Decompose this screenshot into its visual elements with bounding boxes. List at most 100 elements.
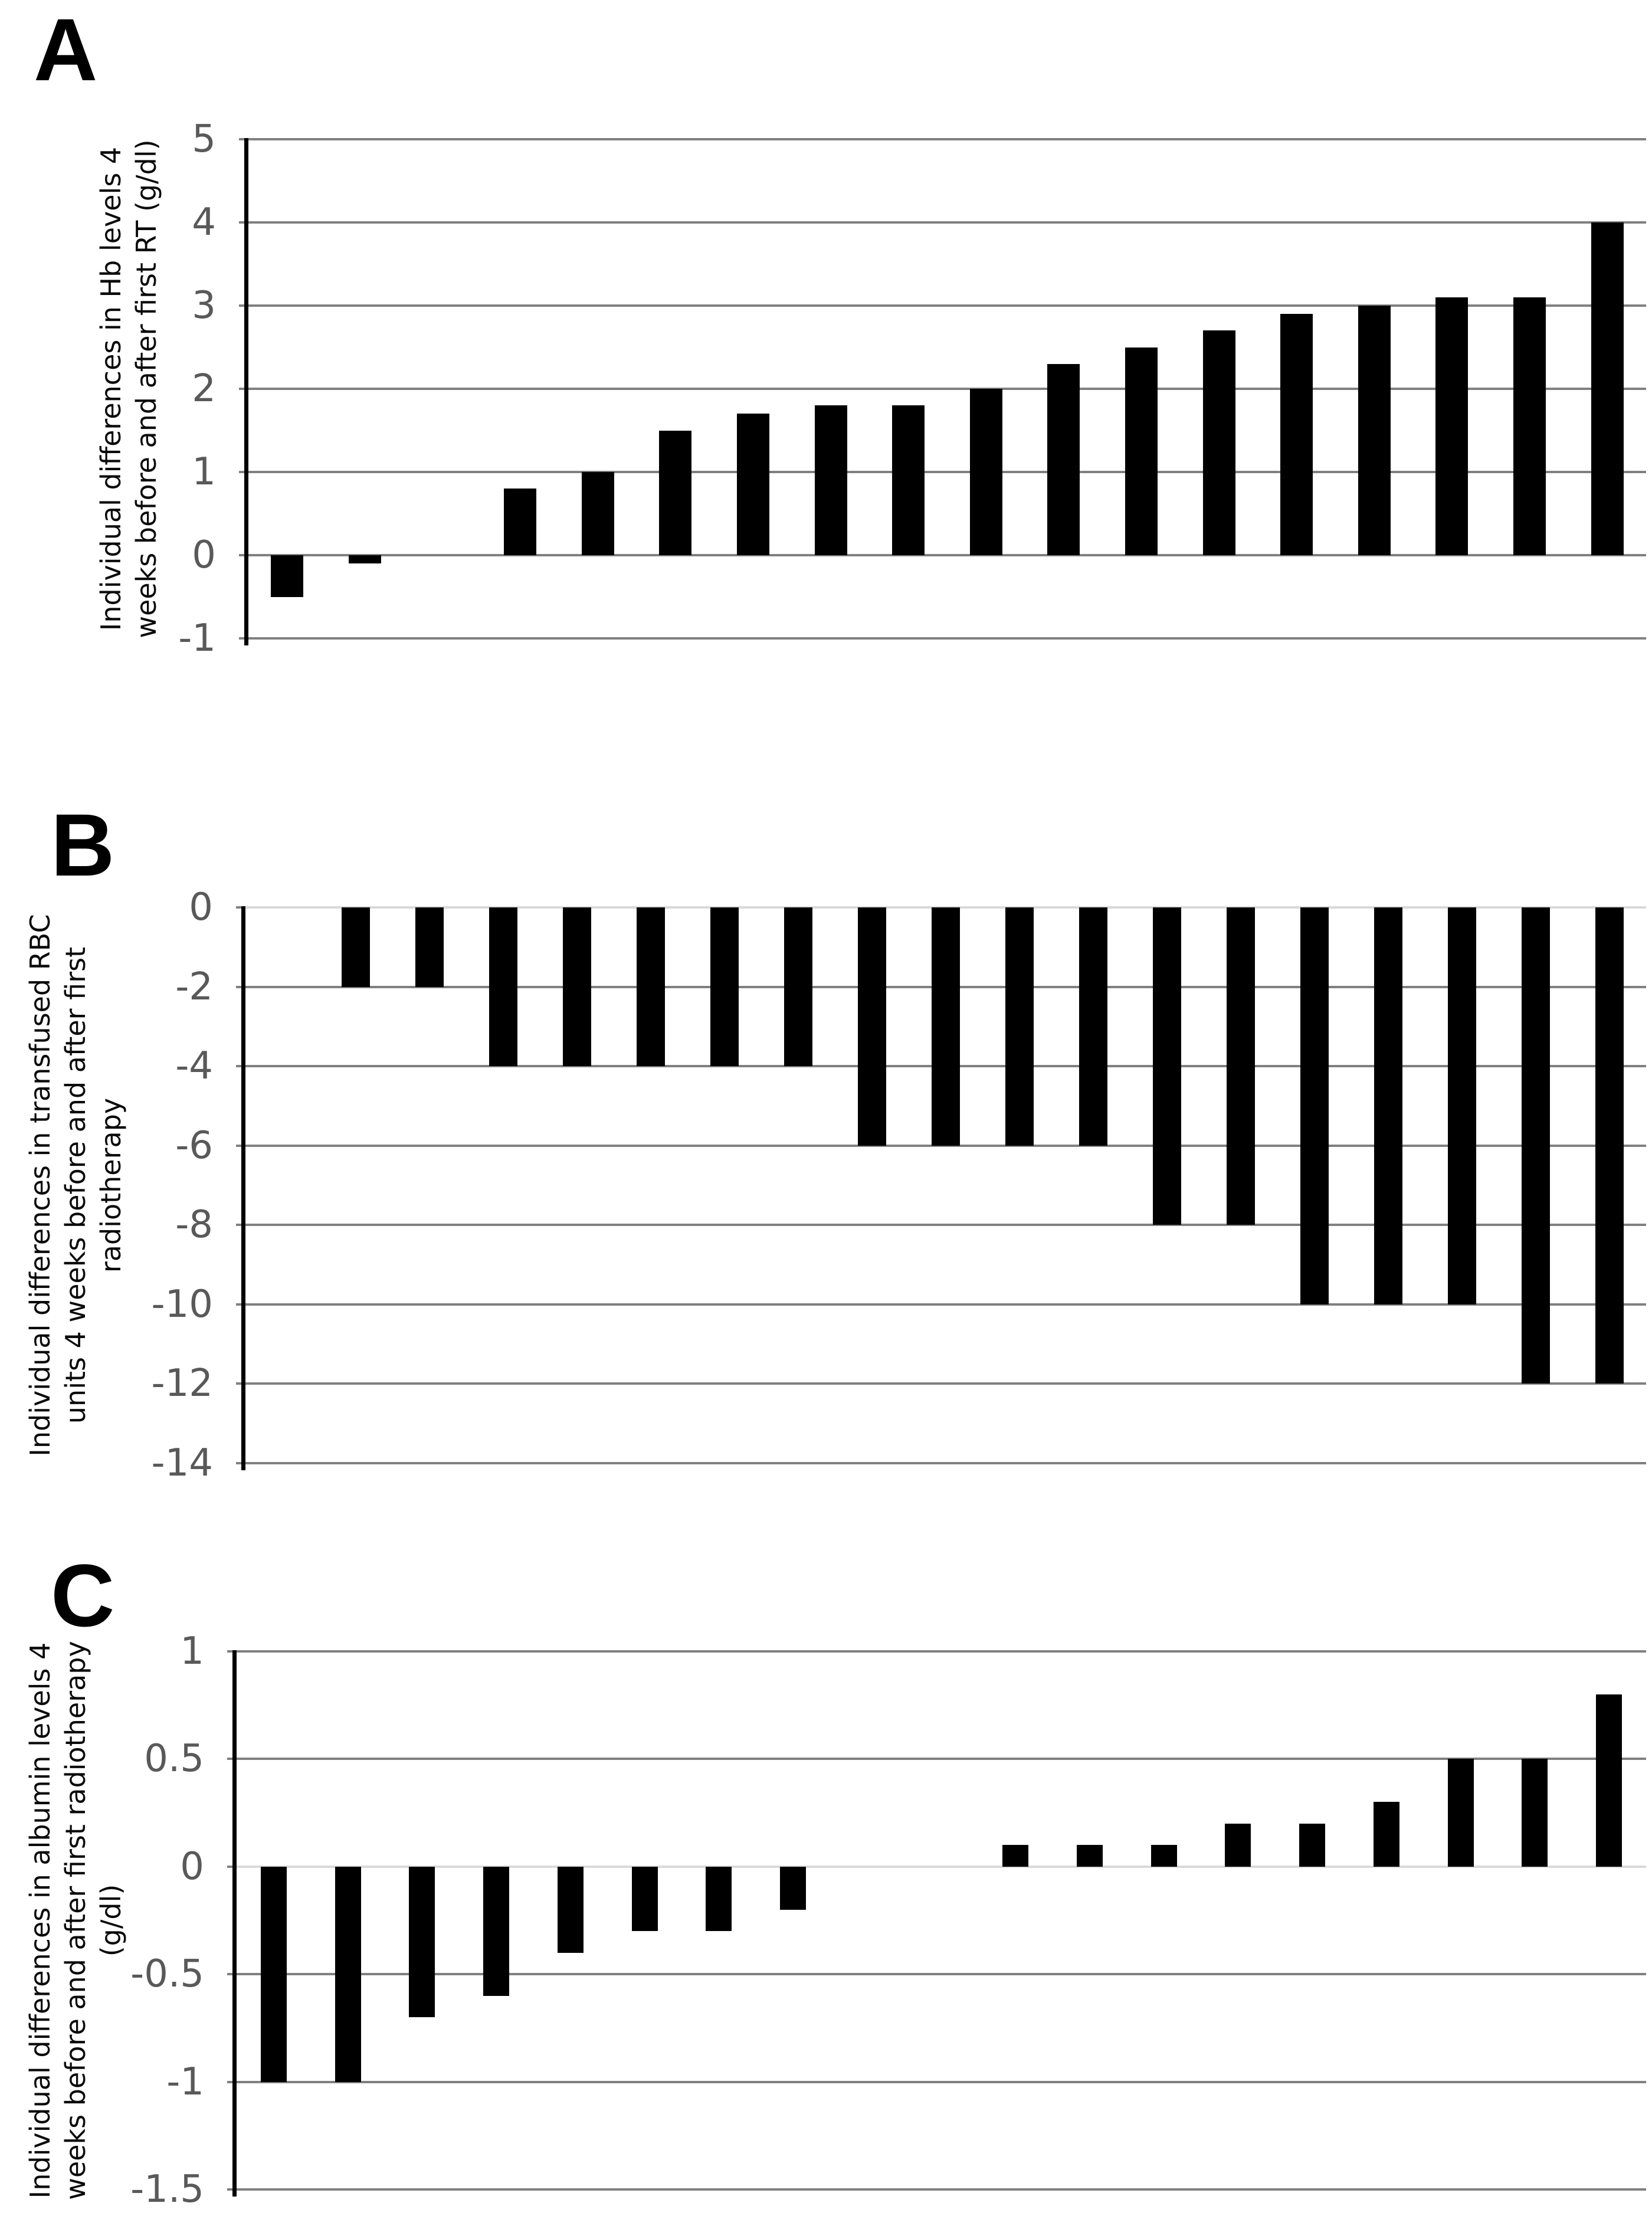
bar xyxy=(969,389,1002,555)
gridline-y-1 xyxy=(248,637,1646,640)
y-tick-label: 2 xyxy=(192,367,216,411)
bar xyxy=(563,907,592,1067)
y-tickmark xyxy=(236,1144,245,1147)
gridline-y-10 xyxy=(245,1303,1646,1306)
y-tick-label: 1 xyxy=(192,450,216,494)
y-tickmark xyxy=(227,1650,237,1653)
bar xyxy=(1373,1802,1399,1867)
gridline-y1 xyxy=(237,1650,1646,1653)
y-tick-label: -1 xyxy=(178,617,216,660)
bar xyxy=(1005,907,1034,1146)
y-tick-label: -0.5 xyxy=(130,1952,204,1997)
gridline-y2 xyxy=(248,388,1646,390)
y-tickmark xyxy=(236,1224,245,1227)
bar xyxy=(348,555,381,564)
y-tickmark xyxy=(227,2188,237,2191)
gridline-y-6 xyxy=(245,1144,1646,1147)
gridline-y-1 xyxy=(237,2080,1646,2083)
bar xyxy=(1374,907,1402,1304)
gridline-y0 xyxy=(248,554,1646,556)
bar xyxy=(483,1866,510,1996)
panel-letter-a: A xyxy=(34,0,98,99)
bar xyxy=(1079,907,1107,1146)
gridline-y1 xyxy=(248,471,1646,473)
bar xyxy=(1150,1845,1177,1867)
y-tickmark xyxy=(239,471,248,473)
y-axis-line xyxy=(244,138,248,645)
gridline-y-12 xyxy=(245,1382,1646,1385)
y-tickmark xyxy=(227,1865,237,1868)
y-tick-label: 0 xyxy=(192,533,216,577)
y-tickmark xyxy=(236,1462,245,1464)
gridline-y3 xyxy=(248,304,1646,307)
y-tick-label: -14 xyxy=(151,1441,213,1485)
bar xyxy=(858,907,887,1146)
panel-letter-c: C xyxy=(51,1546,115,1645)
bar xyxy=(489,907,518,1067)
bar xyxy=(637,907,666,1067)
gridline-y4 xyxy=(248,221,1646,224)
y-tick-label: -12 xyxy=(151,1362,213,1406)
y-tickmark xyxy=(239,221,248,224)
bar xyxy=(784,907,813,1067)
bar xyxy=(1076,1845,1103,1867)
bar xyxy=(1595,907,1624,1384)
gridline-y-0.5 xyxy=(237,1973,1646,1976)
bar xyxy=(1521,907,1550,1384)
y-tick-label: -8 xyxy=(175,1203,213,1247)
bar xyxy=(932,907,960,1146)
y-tick-label: 5 xyxy=(192,117,216,161)
bar xyxy=(1226,907,1255,1225)
bar xyxy=(335,1866,361,2082)
y-tickmark xyxy=(227,1758,237,1761)
y-tick-label: -10 xyxy=(151,1282,213,1326)
bar xyxy=(1280,314,1313,555)
y-tick-label: -1.5 xyxy=(130,2168,204,2211)
y-tickmark xyxy=(239,637,248,640)
bar xyxy=(415,907,444,987)
bar xyxy=(1447,1759,1474,1867)
gridline-y0.5 xyxy=(237,1758,1646,1761)
gridline-y0 xyxy=(237,1865,1646,1868)
y-tickmark xyxy=(236,1303,245,1306)
y-tickmark xyxy=(236,1382,245,1385)
y-tick-label: 0.5 xyxy=(144,1737,204,1781)
y-tickmark xyxy=(236,1065,245,1068)
bar xyxy=(1299,1823,1326,1867)
bar xyxy=(1358,306,1391,555)
bar xyxy=(1591,222,1624,555)
y-tickmark xyxy=(239,304,248,307)
y-tick-label: 1 xyxy=(180,1630,204,1673)
bar xyxy=(631,1866,658,1932)
panel-letter-b: B xyxy=(51,795,115,894)
gridline-y-14 xyxy=(245,1462,1646,1464)
bar xyxy=(1300,907,1329,1304)
bar xyxy=(271,555,304,597)
bar xyxy=(814,405,847,555)
y-tick-label: -2 xyxy=(175,965,213,1009)
bar xyxy=(581,472,614,555)
bar xyxy=(557,1866,584,1953)
y-tickmark xyxy=(239,388,248,390)
bar xyxy=(1522,1759,1548,1867)
gridline-y-8 xyxy=(245,1224,1646,1227)
y-tickmark xyxy=(227,1973,237,1976)
bar xyxy=(659,430,692,555)
y-tickmark xyxy=(239,554,248,556)
bar xyxy=(1596,1694,1622,1867)
bar xyxy=(1513,297,1546,555)
y-tick-label: 0 xyxy=(189,886,213,929)
y-tickmark xyxy=(227,2080,237,2083)
y-tickmark xyxy=(239,138,248,140)
bar xyxy=(504,489,537,555)
bar xyxy=(780,1866,807,1910)
bar xyxy=(342,907,371,987)
y-tick-label: -1 xyxy=(166,2060,204,2104)
bar xyxy=(1435,297,1469,555)
y-tick-label: -6 xyxy=(175,1123,213,1168)
bar xyxy=(892,405,925,555)
